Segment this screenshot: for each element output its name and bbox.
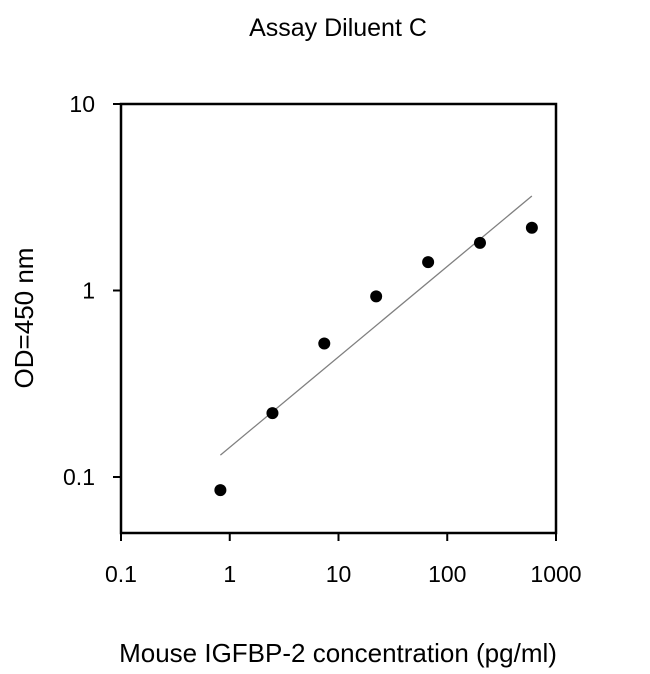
- x-axis-label: Mouse IGFBP-2 concentration (pg/ml): [119, 638, 557, 668]
- data-point: [525, 221, 538, 234]
- data-point: [318, 337, 331, 350]
- x-tick-label: 1: [223, 561, 236, 587]
- x-tick-label: 10: [326, 561, 352, 587]
- data-point: [214, 484, 227, 497]
- data-point: [370, 290, 383, 303]
- data-point: [473, 236, 486, 249]
- data-point: [266, 407, 279, 420]
- x-tick-label: 1000: [530, 561, 581, 587]
- data-point: [422, 256, 435, 269]
- y-axis-ticks: 0.1 1 10: [63, 91, 121, 490]
- y-tick-label: 0.1: [63, 464, 95, 490]
- chart-title: Assay Diluent C: [249, 14, 427, 42]
- x-axis-ticks: 0.1 1 10 100 1000: [105, 533, 582, 587]
- x-tick-label: 100: [428, 561, 466, 587]
- data-points: [214, 221, 538, 497]
- y-tick-label: 1: [82, 278, 95, 304]
- x-tick-label: 0.1: [105, 561, 137, 587]
- y-axis-label: OD=450 nm: [9, 248, 39, 389]
- y-tick-label: 10: [69, 91, 95, 117]
- fit-line: [219, 195, 533, 456]
- plot-frame: [119, 102, 558, 535]
